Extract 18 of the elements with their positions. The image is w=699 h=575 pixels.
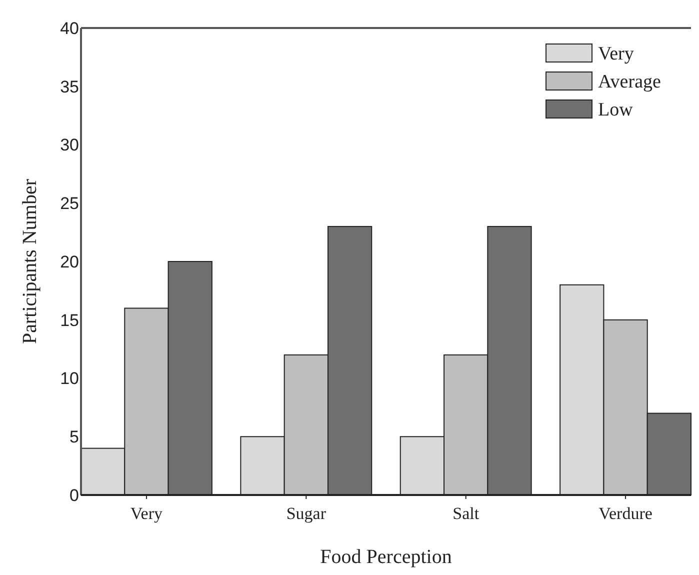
legend-label: Very (598, 44, 634, 65)
legend-label: Low (598, 100, 634, 121)
x-tick-label: Verdure (598, 504, 652, 523)
x-tick-label: Salt (452, 504, 480, 523)
y-tick-label: 40 (60, 18, 79, 38)
y-axis-title: Participants Number (19, 178, 41, 344)
y-tick-label: 0 (70, 486, 79, 505)
legend-label: Average (598, 72, 661, 93)
x-tick-label: Very (130, 504, 164, 523)
y-tick-label: 25 (60, 194, 79, 214)
y-tick-label: 15 (60, 310, 79, 330)
y-tick-label: 20 (60, 252, 79, 272)
y-tick-label: 35 (60, 77, 79, 96)
x-axis-title: Food Perception (320, 546, 452, 568)
y-tick-label: 30 (60, 136, 79, 155)
x-tick-label: Sugar (286, 504, 326, 523)
y-tick-label: 10 (60, 369, 79, 388)
y-tick-label: 5 (70, 428, 79, 447)
